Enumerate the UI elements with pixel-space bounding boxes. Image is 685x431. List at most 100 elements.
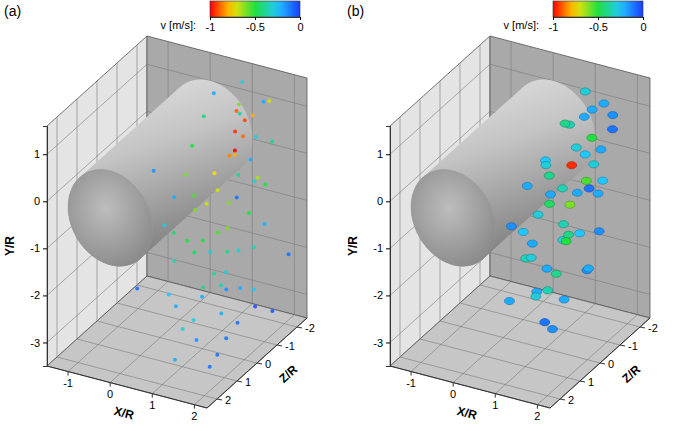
tick-label: -2 bbox=[305, 322, 315, 334]
tick-label: -3 bbox=[373, 336, 383, 348]
axis-title: Z/R bbox=[619, 362, 643, 386]
tick: 0 bbox=[34, 195, 47, 207]
point bbox=[237, 102, 241, 106]
panel-label: (b) bbox=[347, 3, 364, 19]
point bbox=[226, 226, 230, 230]
point bbox=[558, 185, 568, 192]
point bbox=[190, 144, 194, 148]
grid-line bbox=[400, 117, 401, 357]
tick-mark bbox=[43, 154, 47, 155]
point bbox=[192, 250, 196, 254]
point bbox=[596, 146, 606, 153]
tick-mark bbox=[217, 399, 222, 400]
tick-label: 1 bbox=[149, 399, 155, 411]
cylinder-body bbox=[68, 80, 252, 267]
point bbox=[243, 118, 247, 122]
x-axis: -1012 bbox=[390, 366, 550, 422]
tick: -0.5 bbox=[589, 17, 608, 33]
point bbox=[224, 336, 228, 340]
point bbox=[262, 100, 266, 104]
tick-mark bbox=[640, 327, 645, 328]
tick-mark bbox=[386, 342, 390, 343]
point bbox=[584, 185, 594, 192]
colorbar-ramp bbox=[210, 1, 300, 17]
floor bbox=[47, 276, 307, 408]
point bbox=[540, 319, 550, 326]
point bbox=[567, 162, 577, 169]
y-axis: -3-2-101 bbox=[30, 127, 47, 367]
tick-label: 0 bbox=[265, 358, 271, 370]
tick-label: -0.5 bbox=[246, 21, 265, 33]
tick-label: 2 bbox=[191, 410, 197, 422]
tick-mark bbox=[537, 405, 538, 409]
point bbox=[526, 254, 536, 261]
point bbox=[251, 113, 255, 117]
grid-line bbox=[440, 321, 600, 363]
point bbox=[219, 312, 223, 316]
tick-mark bbox=[560, 399, 565, 400]
point bbox=[216, 188, 220, 192]
point bbox=[270, 309, 274, 313]
figure: -3-2-101Y/R-1012X/R210-1-2Z/R(a)-1-0.50v… bbox=[0, 0, 685, 431]
grid-line bbox=[460, 303, 620, 345]
axis-line bbox=[554, 18, 644, 21]
tick-label: 2 bbox=[534, 410, 540, 422]
tick-mark bbox=[194, 405, 195, 409]
point bbox=[544, 200, 554, 207]
cylinder-body bbox=[411, 80, 595, 267]
tick-label: -1 bbox=[373, 242, 383, 254]
point bbox=[522, 182, 532, 189]
tick-mark bbox=[386, 201, 390, 202]
point bbox=[248, 158, 252, 162]
tick-mark bbox=[255, 17, 256, 20]
colorbar-axis: -1-0.50 bbox=[206, 17, 304, 33]
tick-label: 0 bbox=[450, 388, 456, 400]
tick-mark bbox=[386, 295, 390, 296]
grid-line bbox=[294, 75, 295, 315]
axis-line bbox=[390, 366, 550, 408]
colorbar: -1-0.50v [m/s]: bbox=[504, 1, 647, 33]
tick-mark bbox=[386, 154, 390, 155]
point bbox=[224, 270, 228, 274]
tick-mark bbox=[152, 394, 153, 398]
tick: 0 bbox=[377, 195, 390, 207]
tick-label: -1 bbox=[406, 377, 416, 389]
grid-line bbox=[57, 117, 58, 357]
tick-label: -1 bbox=[30, 242, 40, 254]
point bbox=[263, 222, 267, 226]
point bbox=[216, 230, 220, 234]
tick-label: 1 bbox=[377, 148, 383, 160]
point bbox=[236, 173, 240, 177]
point bbox=[579, 113, 589, 120]
tick-mark bbox=[553, 17, 554, 20]
point bbox=[544, 172, 554, 179]
point bbox=[167, 293, 171, 297]
grid-line bbox=[137, 285, 297, 327]
z-axis: 210-1-2 bbox=[550, 318, 658, 408]
point bbox=[580, 88, 590, 95]
point bbox=[172, 259, 176, 263]
tick-label: -1 bbox=[549, 21, 559, 33]
point bbox=[236, 248, 240, 252]
point bbox=[184, 173, 188, 177]
point bbox=[575, 230, 585, 237]
point bbox=[172, 195, 176, 199]
axis-line bbox=[386, 127, 391, 367]
point bbox=[256, 176, 260, 180]
colorbar: -1-0.50v [m/s]: bbox=[161, 1, 304, 33]
tick-label: 1 bbox=[588, 376, 594, 388]
tick-label: -3 bbox=[30, 336, 40, 348]
point bbox=[219, 283, 223, 287]
colorbar-ramp bbox=[553, 1, 643, 17]
point bbox=[518, 228, 528, 235]
point bbox=[247, 211, 251, 215]
point bbox=[235, 195, 239, 199]
tick-label: -2 bbox=[373, 289, 383, 301]
grid-line bbox=[400, 357, 560, 399]
plot-area bbox=[411, 80, 618, 333]
tick: 0 bbox=[297, 17, 303, 33]
point bbox=[584, 265, 594, 272]
point bbox=[589, 161, 599, 168]
point bbox=[504, 297, 514, 304]
tick: -2 bbox=[30, 289, 47, 301]
